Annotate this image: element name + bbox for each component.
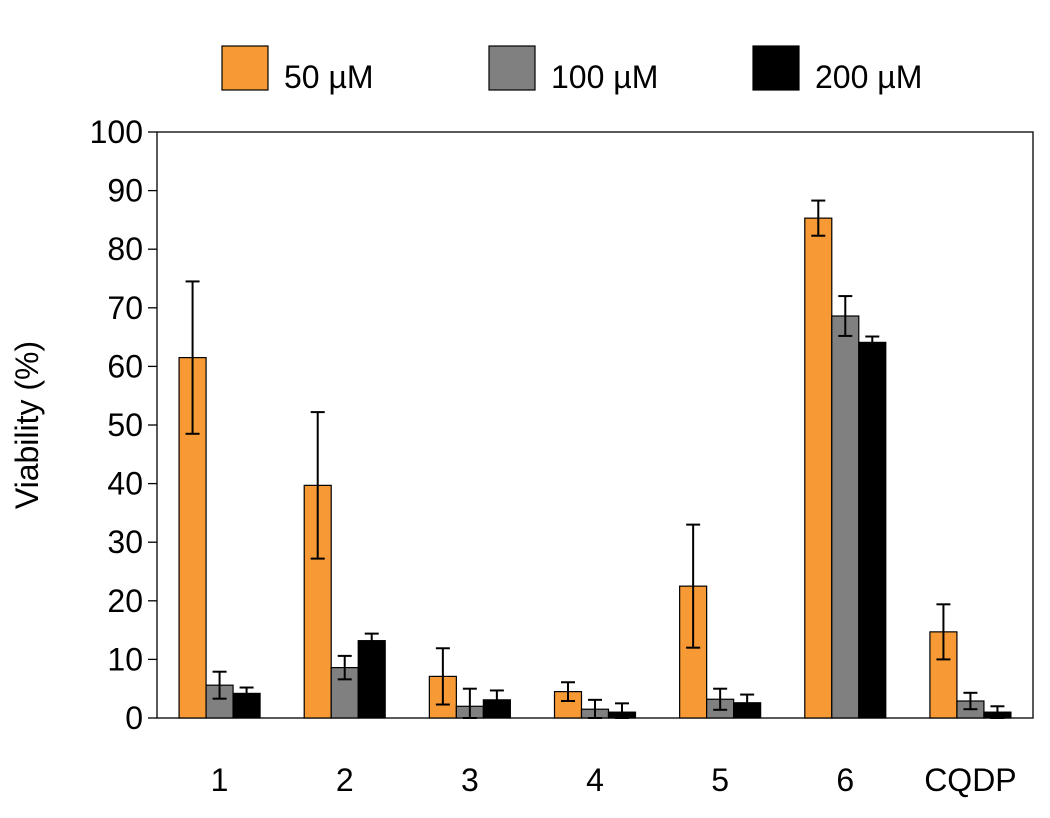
- y-tick-label: 30: [107, 524, 143, 560]
- x-category-label: 3: [461, 762, 479, 798]
- y-tick-label: 50: [107, 407, 143, 443]
- y-tick-label: 90: [107, 173, 143, 209]
- bar: [330, 667, 359, 719]
- plot-frame: [156, 131, 1034, 719]
- x-category-label: 2: [336, 762, 354, 798]
- y-tick-label: 100: [90, 114, 143, 150]
- legend-swatch: [488, 45, 536, 91]
- legend-swatch: [752, 45, 800, 91]
- x-category-label: 4: [586, 762, 604, 798]
- y-tick-label: 20: [107, 583, 143, 619]
- x-category-label: CQDP: [924, 762, 1016, 798]
- x-category-label: 5: [711, 762, 729, 798]
- y-tick-label: 70: [107, 290, 143, 326]
- legend-label: 100 µM: [551, 59, 658, 95]
- y-tick-label: 80: [107, 231, 143, 267]
- y-tick-label: 0: [125, 700, 143, 736]
- legend-label: 50 µM: [284, 59, 374, 95]
- legend: 50 µM 100 µM 200 µM: [221, 45, 922, 95]
- y-tick-label: 10: [107, 641, 143, 677]
- x-category-label: 1: [211, 762, 229, 798]
- bar: [357, 640, 386, 719]
- x-category-label: 6: [836, 762, 854, 798]
- y-axis-title: Viability (%): [9, 341, 45, 509]
- bar: [804, 217, 833, 719]
- y-tick-label: 40: [107, 466, 143, 502]
- plot-area: 0 10 20 30 40 50 60 70 80 90 100 1 2 3 4 5 6 CQDP: [90, 114, 1034, 798]
- bar: [831, 315, 860, 719]
- bar: [303, 484, 332, 719]
- bar: [858, 341, 887, 719]
- legend-label: 200 µM: [815, 59, 922, 95]
- legend-swatch: [221, 45, 269, 91]
- y-tick-label: 60: [107, 348, 143, 384]
